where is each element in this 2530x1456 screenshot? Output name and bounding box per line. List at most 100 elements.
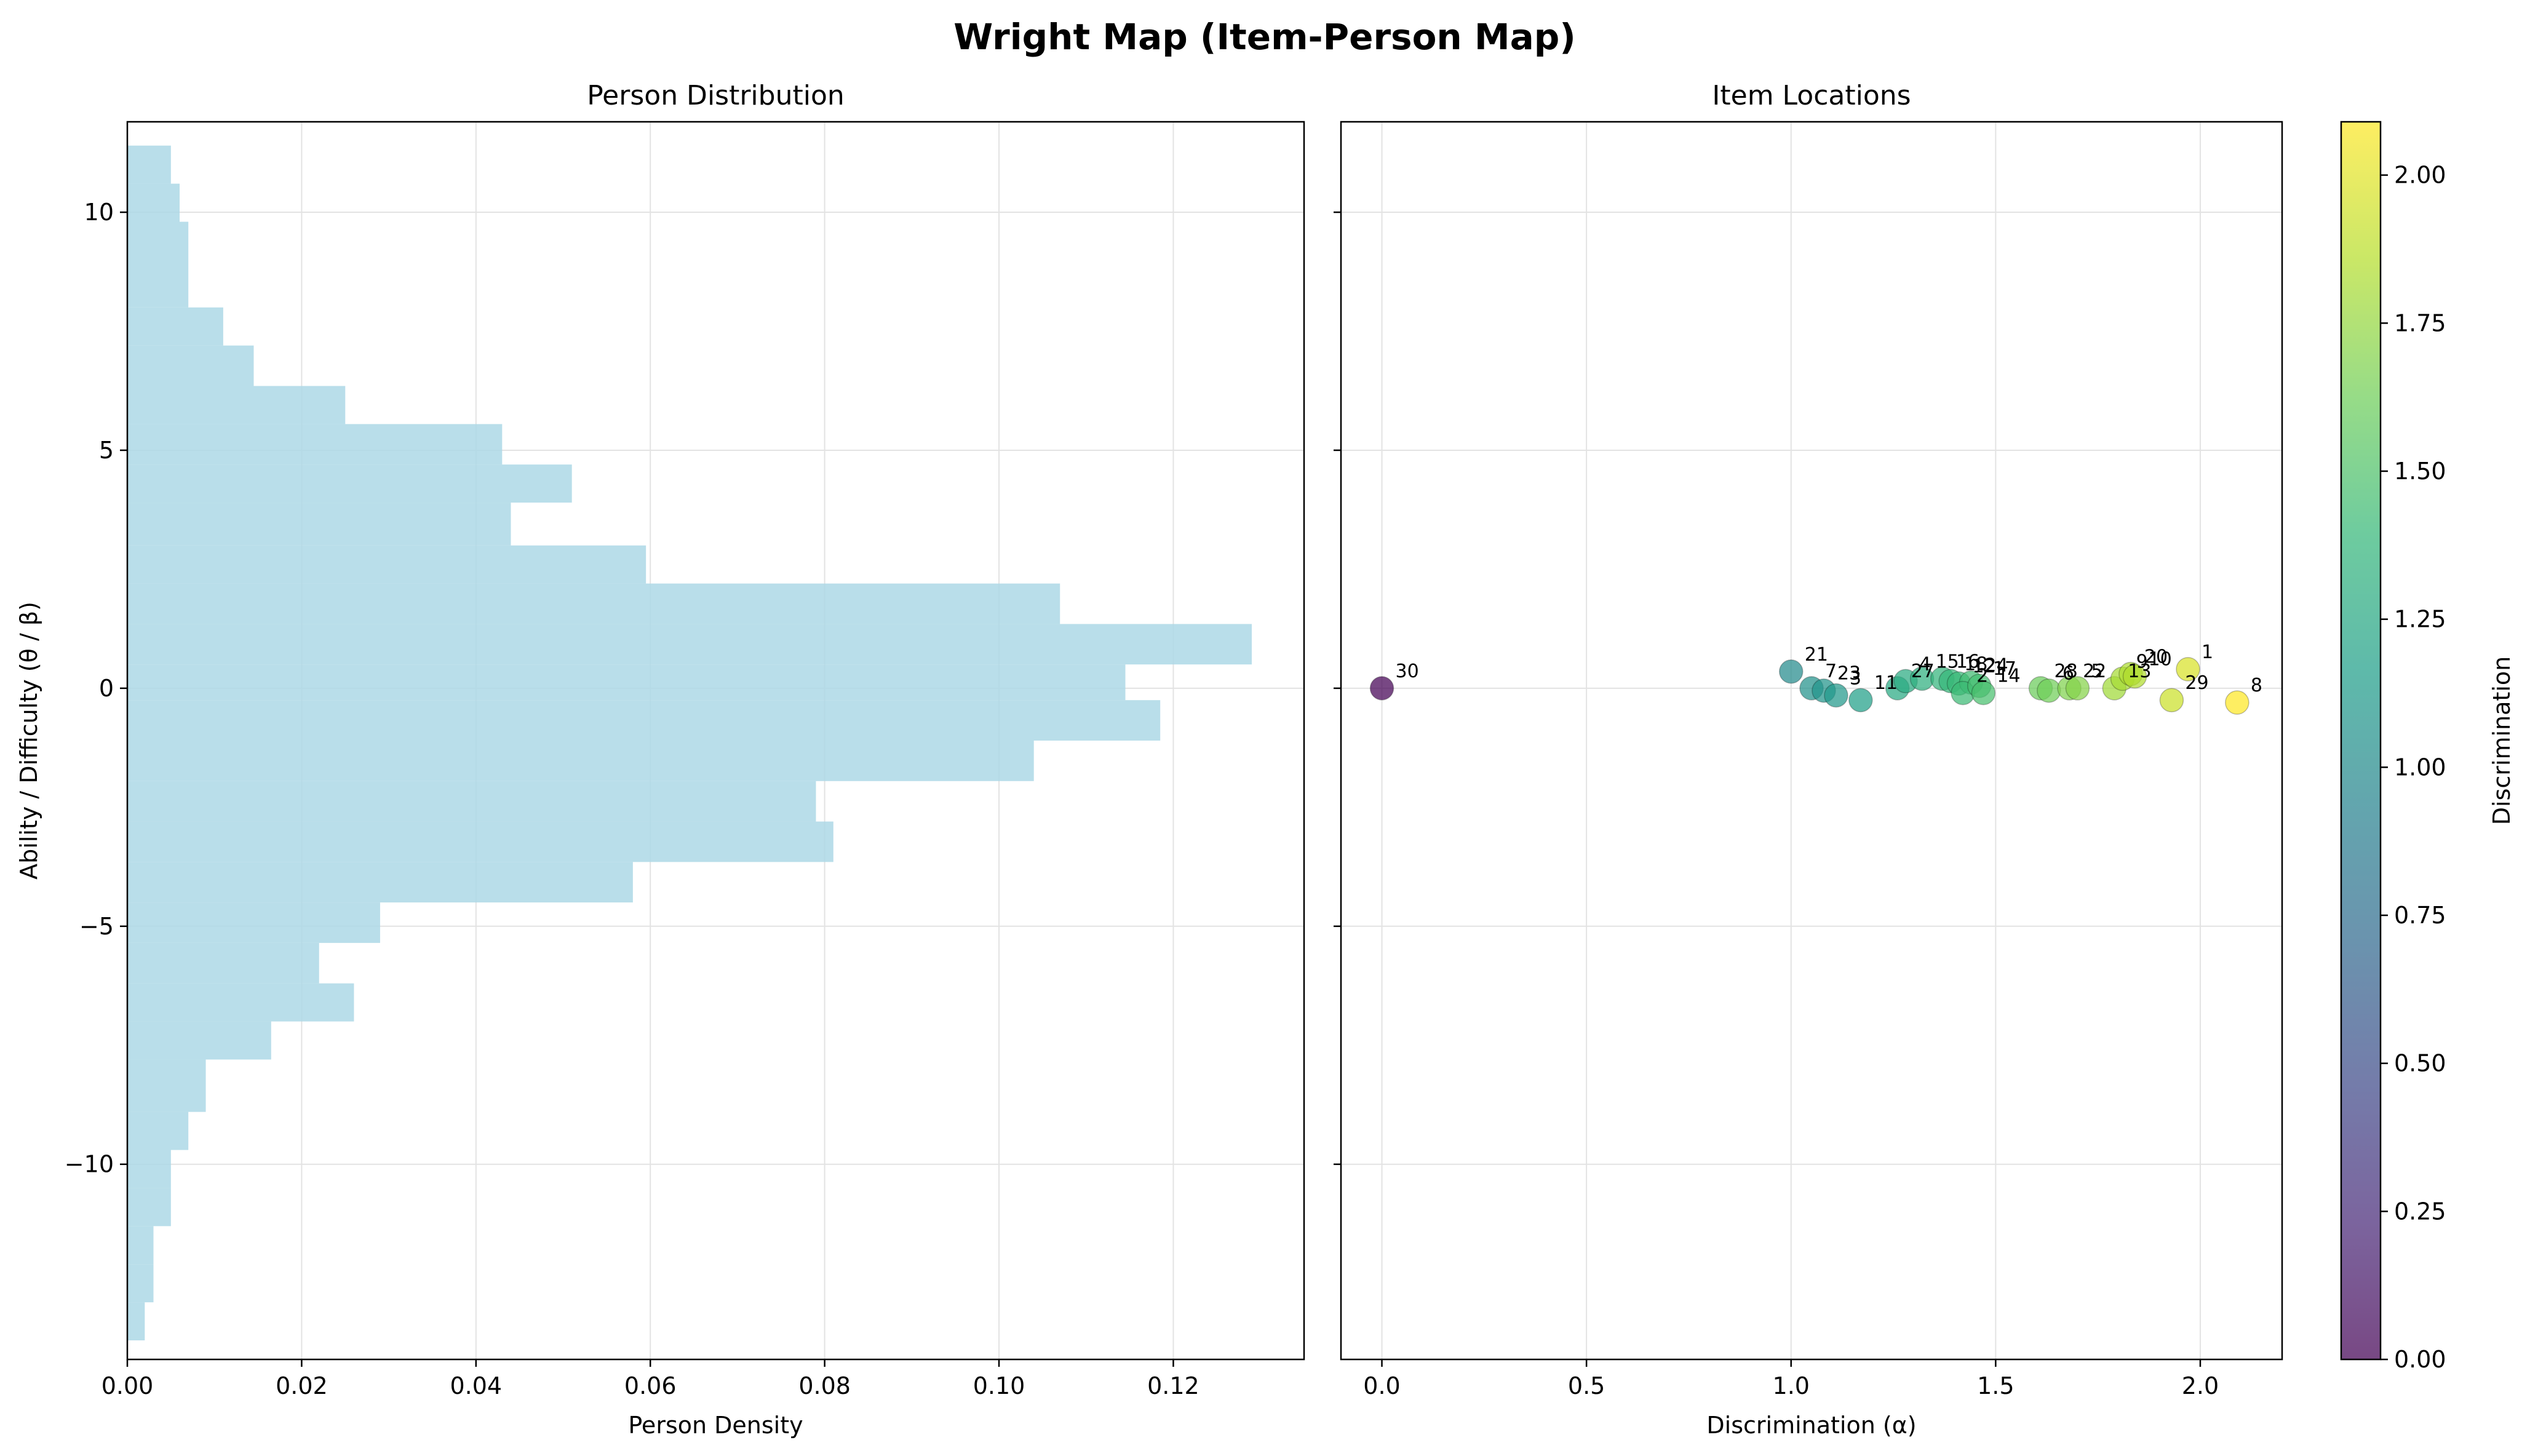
item-point-label: 28: [2055, 661, 2078, 682]
density-bar: [127, 1264, 154, 1303]
density-bar: [127, 386, 346, 424]
item-point: [2037, 678, 2061, 703]
x-tick-label: 0.10: [973, 1372, 1025, 1399]
colorbar-fill: [2341, 122, 2381, 1359]
person-distribution-panel: 0.00 0.02 0.04 0.06 0.08 0.10 0.12 −10 −5 0 5 10 Per…: [15, 80, 1305, 1439]
density-bar: [127, 464, 572, 503]
y-tick-label: −10: [65, 1151, 114, 1178]
density-bar: [127, 307, 223, 346]
item-point-label: 29: [2185, 672, 2208, 694]
item-point-label: 14: [1997, 666, 2020, 687]
x-tick-label: 0.06: [624, 1372, 677, 1399]
x-tick-label: 0.5: [1568, 1372, 1605, 1399]
colorbar-frame: [2340, 121, 2382, 1361]
item-point-label: 21: [1805, 644, 1828, 666]
item-point-label: 13: [2128, 661, 2151, 682]
density-bar: [127, 821, 833, 862]
item-point-label: 5: [2091, 661, 2102, 682]
colorbar-tick-label: 0.00: [2394, 1346, 2446, 1373]
item-point-label: 7: [1825, 661, 1837, 682]
density-bar: [127, 1150, 171, 1188]
density-bar: [127, 1226, 154, 1265]
x-tick-label: 0.12: [1147, 1372, 1199, 1399]
density-bar: [127, 741, 1034, 781]
colorbar-tick-label: 0.75: [2394, 902, 2446, 929]
item-point-label: 6: [2063, 663, 2074, 685]
density-bar: [127, 221, 189, 308]
density-bar: [127, 902, 380, 943]
panel-title: Item Locations: [1712, 80, 1911, 111]
y-tick-label: 5: [99, 437, 114, 464]
plot-frame: [126, 121, 1305, 1361]
item-point-label: 9: [2136, 651, 2148, 672]
x-tick-label: 0.0: [1363, 1372, 1400, 1399]
y-tick-label: 0: [99, 675, 114, 702]
item-point-label: 27: [1911, 661, 1935, 682]
x-axis-label: Person Density: [628, 1412, 803, 1439]
item-point: [2176, 657, 2200, 682]
item-point-label: 20: [2144, 646, 2168, 668]
item-point: [2122, 664, 2147, 689]
item-point: [1778, 659, 1804, 684]
x-tick-label: 2.0: [2182, 1372, 2219, 1399]
density-bar: [127, 700, 1161, 741]
item-point: [2159, 688, 2184, 712]
item-point-label: 3: [1850, 667, 1861, 689]
item-point: [1848, 688, 1873, 712]
density-bar: [127, 942, 319, 984]
panel-title: Person Distribution: [587, 80, 845, 111]
density-bar: [127, 503, 511, 546]
item-point: [1369, 676, 1394, 701]
item-point-label: 8: [2251, 675, 2262, 696]
discrimination-colorbar: 0.00 0.25 0.50 0.75 1.00 1.25 1.50 1.75 2.00 Disc…: [2340, 121, 2515, 1373]
plot-frame: [1340, 121, 2283, 1361]
item-point-label: 16: [1956, 651, 1979, 672]
x-tick-label: 1.5: [1977, 1372, 2014, 1399]
item-point: [1971, 680, 1996, 706]
item-point: [1824, 683, 1848, 708]
density-bar: [127, 424, 503, 465]
density-bar: [127, 183, 180, 222]
item-point-label: 12: [1972, 656, 1995, 677]
item-point-label: 2: [1976, 666, 1988, 687]
y-tick-label: 10: [84, 199, 114, 226]
density-bar: [127, 624, 1252, 665]
item-point-label: 11: [1874, 672, 1898, 694]
density-bar: [127, 1302, 145, 1341]
colorbar-tick-label: 1.25: [2394, 606, 2446, 633]
item-point-label: 24: [1984, 655, 2008, 677]
x-axis-label: Discrimination (α): [1706, 1412, 1916, 1439]
x-tick-label: 1.0: [1773, 1372, 1810, 1399]
density-bar: [127, 1021, 271, 1060]
x-tick-label: 0.08: [798, 1372, 851, 1399]
x-tick-label: 0.02: [276, 1372, 328, 1399]
density-bar: [127, 545, 646, 584]
item-point-label: 22: [2083, 661, 2106, 682]
item-point: [2065, 676, 2090, 701]
density-bar: [127, 1112, 189, 1150]
item-point-label: 10: [2149, 649, 2172, 670]
density-bar: [127, 983, 354, 1022]
item-point-label: 1: [2202, 642, 2213, 663]
item-point-label: 15: [1936, 651, 1959, 672]
density-bar: [127, 664, 1126, 701]
item-point-label: 18: [1964, 653, 1987, 675]
density-bar: [127, 145, 171, 184]
figure-title: Wright Map (Item-Person Map): [953, 16, 1576, 58]
colorbar-tick-label: 1.75: [2394, 309, 2446, 336]
y-tick-label: −5: [79, 913, 114, 940]
y-axis-label: Ability / Difficulty (θ / β): [15, 602, 42, 880]
density-bar: [127, 1059, 206, 1112]
colorbar-label: Discrimination: [2488, 656, 2515, 825]
colorbar-tick-label: 1.50: [2394, 458, 2446, 485]
density-bar: [127, 862, 633, 903]
item-point-label: 17: [1993, 658, 2016, 680]
density-bar: [127, 583, 1060, 624]
density-bar: [127, 1188, 171, 1227]
item-point-label: 23: [1837, 663, 1861, 685]
item-point: [2225, 690, 2250, 715]
colorbar-tick-label: 0.25: [2394, 1198, 2446, 1225]
item-point-label: 30: [1396, 661, 1419, 682]
